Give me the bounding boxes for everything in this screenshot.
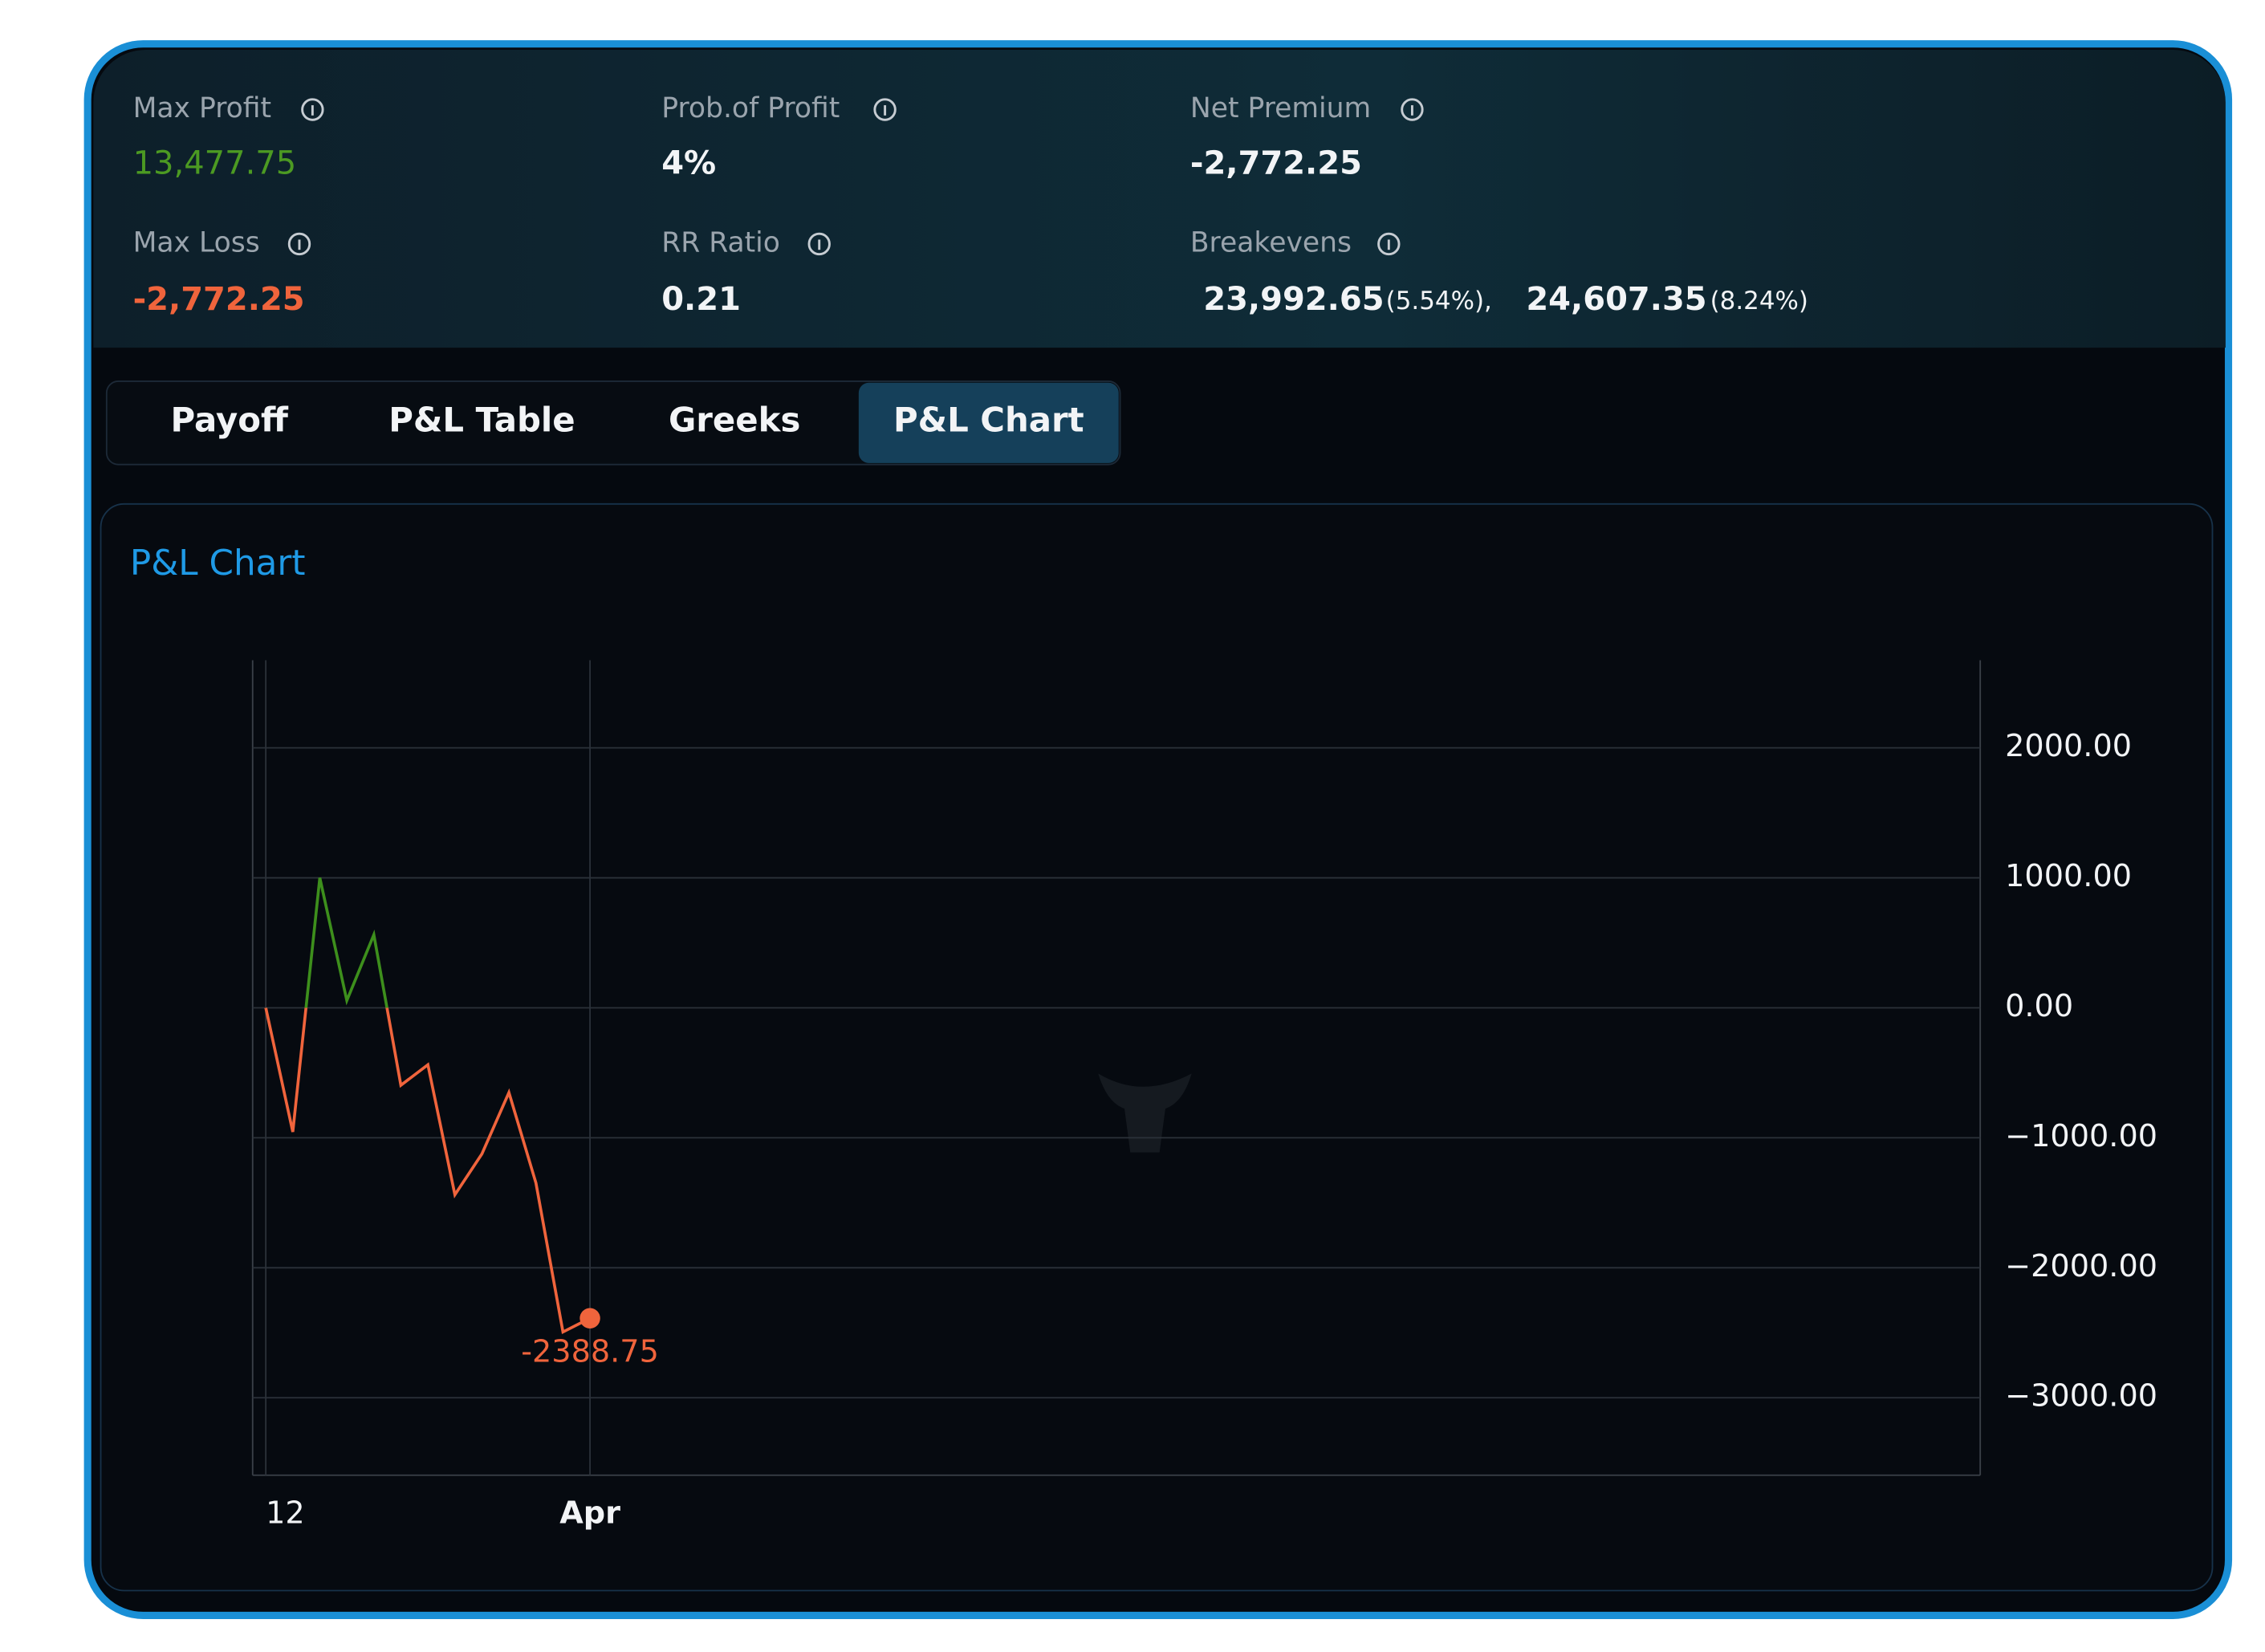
pnl-line xyxy=(264,877,591,1335)
metric-value: 4% xyxy=(661,145,716,182)
tab[interactable]: Greeks xyxy=(669,400,800,439)
metric-label: Breakevens xyxy=(1190,226,1352,258)
metric-label: Max Profit xyxy=(133,92,272,124)
y-tick-label: 1000.00 xyxy=(2005,859,2132,894)
metric-label: Max Loss xyxy=(133,226,260,258)
tab[interactable]: Payoff xyxy=(170,400,288,439)
metric-value: -2,772.25 xyxy=(133,281,305,318)
breakeven-pct: (5.54%), xyxy=(1386,287,1492,315)
x-tick-label: 12 xyxy=(266,1495,305,1531)
y-tick-label: −1000.00 xyxy=(2005,1119,2157,1154)
active-tab xyxy=(858,382,1119,463)
metric-label: Net Premium xyxy=(1190,92,1371,124)
x-tick-label: Apr xyxy=(559,1495,620,1531)
info-icons xyxy=(287,98,1424,256)
chart-panel xyxy=(100,503,2214,1592)
y-tick-label: 2000.00 xyxy=(2005,729,2132,764)
summary-band xyxy=(93,49,2226,348)
breakeven-value: 23,992.65 xyxy=(1203,281,1384,318)
y-tick-label: −3000.00 xyxy=(2005,1379,2157,1414)
metric-label: RR Ratio xyxy=(661,226,780,258)
tab[interactable]: P&L Table xyxy=(388,400,575,439)
breakeven-value: 24,607.35 xyxy=(1526,281,1706,318)
y-tick-label: −2000.00 xyxy=(2005,1249,2157,1284)
panel-title: P&L Chart xyxy=(130,543,306,584)
y-tick-label: 0.00 xyxy=(2005,989,2073,1024)
metric-value: 13,477.75 xyxy=(133,145,297,182)
last-point xyxy=(579,1308,600,1329)
metric-value: 0.21 xyxy=(661,281,741,318)
metric-value: -2,772.25 xyxy=(1190,145,1362,182)
plot: −3000.00 −2000.00 −1000.00 0.00 1000.00 2000.… xyxy=(251,660,2157,1531)
breakeven-pct: (8.24%) xyxy=(1710,287,1808,315)
data-label: -2388.75 xyxy=(521,1334,659,1369)
tab[interactable]: P&L Chart xyxy=(893,400,1084,439)
metric-label: Prob.of Profit xyxy=(661,92,840,124)
watermark xyxy=(1098,1073,1192,1153)
